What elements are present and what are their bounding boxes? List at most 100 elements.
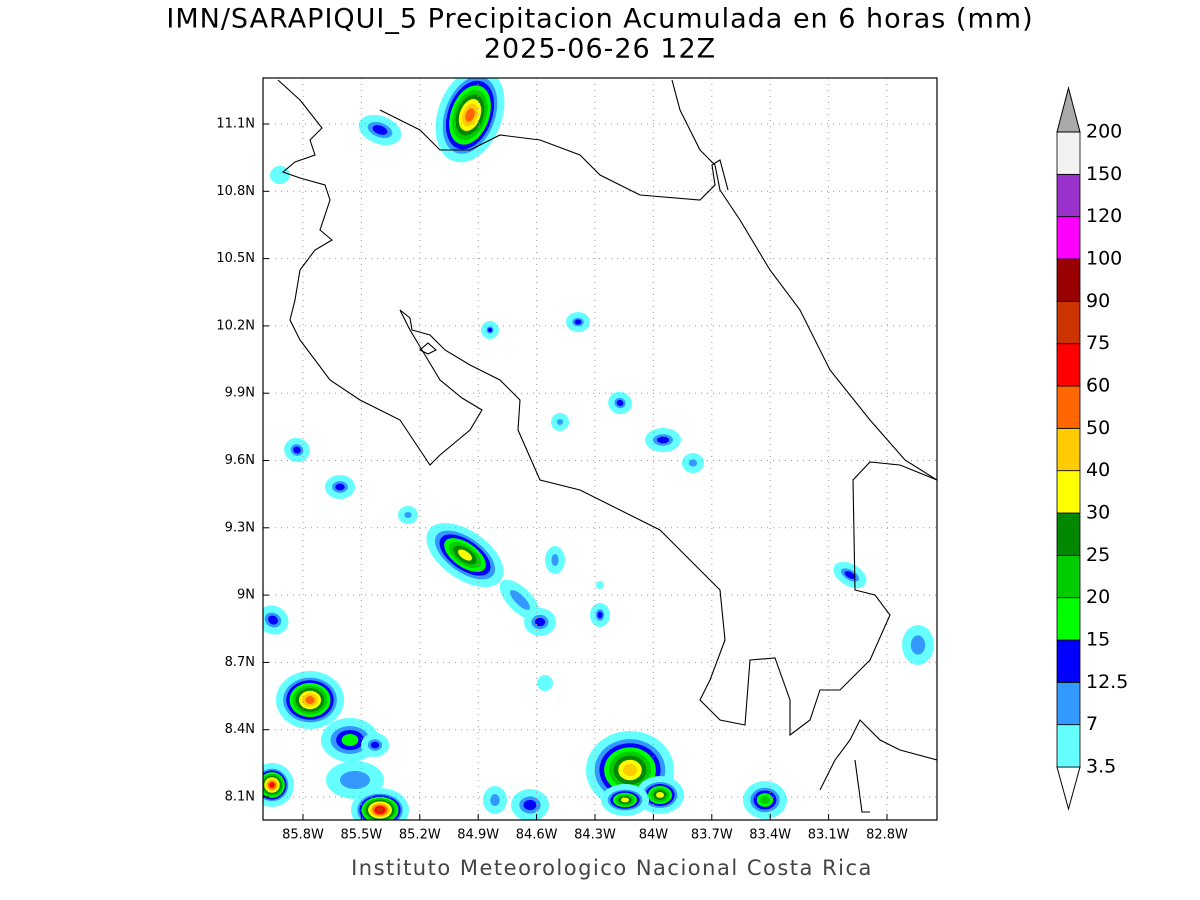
- color-box: [1056, 512, 1081, 556]
- lat-label: 9N: [237, 588, 255, 603]
- color-box: [1056, 724, 1081, 768]
- colorbar-label: 50: [1086, 417, 1110, 439]
- color-box: [1056, 427, 1081, 472]
- colorbar-label: 25: [1086, 544, 1110, 566]
- rain-area: [656, 792, 664, 798]
- lon-label: 84.3W: [574, 828, 616, 843]
- lat-label: 10.8N: [216, 184, 255, 199]
- grid: 85.8W 85.5W 85.2W 84.9W 84.6W 84.3W 84W 83.7W 83…: [216, 78, 937, 843]
- rain-area: [305, 696, 315, 704]
- precipitation: [263, 78, 934, 820]
- colorbar-label: 40: [1086, 459, 1110, 481]
- colorbar-under: [1056, 766, 1081, 811]
- colorbar-label: 7: [1086, 713, 1098, 735]
- lon-label: 84.6W: [516, 828, 558, 843]
- rain-area: [688, 459, 698, 467]
- color-box: [1056, 343, 1081, 387]
- rain-area: [487, 327, 493, 333]
- colorbar: 3.5 7 12.5 15 20 25 30 40 50 60 75 90 100 120 150 200: [1056, 86, 1128, 811]
- rain-area: [844, 571, 856, 579]
- color-box: [1056, 597, 1081, 641]
- lon-label: 82.8W: [866, 828, 908, 843]
- rain-area: [341, 734, 359, 746]
- rain-area: [534, 617, 546, 627]
- footer: Instituto Meteorologico Nacional Costa R…: [351, 856, 873, 880]
- rain-area: [458, 549, 472, 561]
- rain-area: [596, 581, 604, 589]
- colorbar-label: 200: [1086, 121, 1122, 143]
- lon-label: 85.5W: [340, 828, 382, 843]
- colorbar-label: 12.5: [1086, 671, 1128, 693]
- lat-label: 9.6N: [225, 453, 255, 468]
- title: IMN/SARAPIQUI_5 Precipitacion Acumulada …: [166, 4, 1033, 35]
- lat-label: 10.5N: [216, 251, 255, 266]
- color-box: [1056, 216, 1081, 260]
- rain-area: [657, 436, 669, 444]
- lat-label: 10.2N: [216, 318, 255, 333]
- border: [379, 109, 729, 201]
- rain-area: [621, 797, 629, 803]
- rain-area: [490, 794, 500, 806]
- island: [419, 342, 437, 355]
- lon-label: 83.7W: [691, 828, 733, 843]
- rain-area: [376, 807, 384, 813]
- rain-area: [557, 419, 563, 425]
- lon-label: 83.4W: [749, 828, 791, 843]
- rain-area: [465, 108, 475, 122]
- rain-area: [551, 554, 559, 566]
- lon-label: 84W: [639, 828, 669, 843]
- colorbar-label: 60: [1086, 375, 1110, 397]
- subtitle: 2025-06-26 12Z: [484, 34, 716, 65]
- lat-label: 8.1N: [225, 790, 255, 805]
- color-box: [1056, 300, 1081, 345]
- colorbar-label: 150: [1086, 163, 1122, 185]
- lon-label: 84.9W: [457, 828, 499, 843]
- coastlines: [277, 79, 937, 813]
- colorbar-over: [1056, 86, 1081, 133]
- lat-label: 9.3N: [225, 520, 255, 535]
- map-frame: [262, 77, 938, 821]
- rain-area: [269, 782, 275, 788]
- rain-area: [268, 615, 278, 625]
- colorbar-label: 100: [1086, 248, 1122, 270]
- rain-area: [335, 483, 345, 491]
- colorbar-label: 75: [1086, 332, 1110, 354]
- rain-area: [910, 635, 926, 655]
- color-box: [1056, 639, 1081, 683]
- rain-area: [616, 399, 624, 407]
- rain-area: [370, 741, 380, 749]
- colorbar-label: 120: [1086, 205, 1122, 227]
- rain-area: [760, 795, 770, 805]
- lon-label: 83.1W: [808, 828, 850, 843]
- rain-area: [622, 763, 638, 777]
- rain-area: [574, 319, 582, 325]
- color-box: [1056, 173, 1081, 218]
- rain-area: [293, 446, 301, 454]
- colorbar-label: 30: [1086, 502, 1110, 524]
- colorbar-label: 15: [1086, 629, 1110, 651]
- color-box: [1056, 554, 1081, 599]
- colorbar-label: 3.5: [1086, 756, 1116, 778]
- lat-label: 9.9N: [225, 386, 255, 401]
- colorbar-label: 90: [1086, 290, 1110, 312]
- rain-area: [537, 675, 553, 691]
- color-box: [1056, 681, 1081, 726]
- color-box: [1056, 470, 1081, 514]
- coastline: [277, 79, 937, 737]
- rain-area: [340, 771, 370, 789]
- color-box: [1056, 258, 1081, 302]
- lat-label: 11.1N: [216, 117, 255, 132]
- colorbar-label: 20: [1086, 586, 1110, 608]
- coastline: [819, 719, 937, 813]
- lat-label: 8.4N: [225, 722, 255, 737]
- lon-label: 85.2W: [399, 828, 441, 843]
- coastline: [671, 79, 937, 481]
- rain-area: [404, 512, 412, 518]
- rain-area: [597, 611, 603, 619]
- rain-area: [523, 799, 537, 811]
- rain-area: [372, 125, 388, 135]
- lat-label: 8.7N: [225, 655, 255, 670]
- color-box: [1056, 385, 1081, 429]
